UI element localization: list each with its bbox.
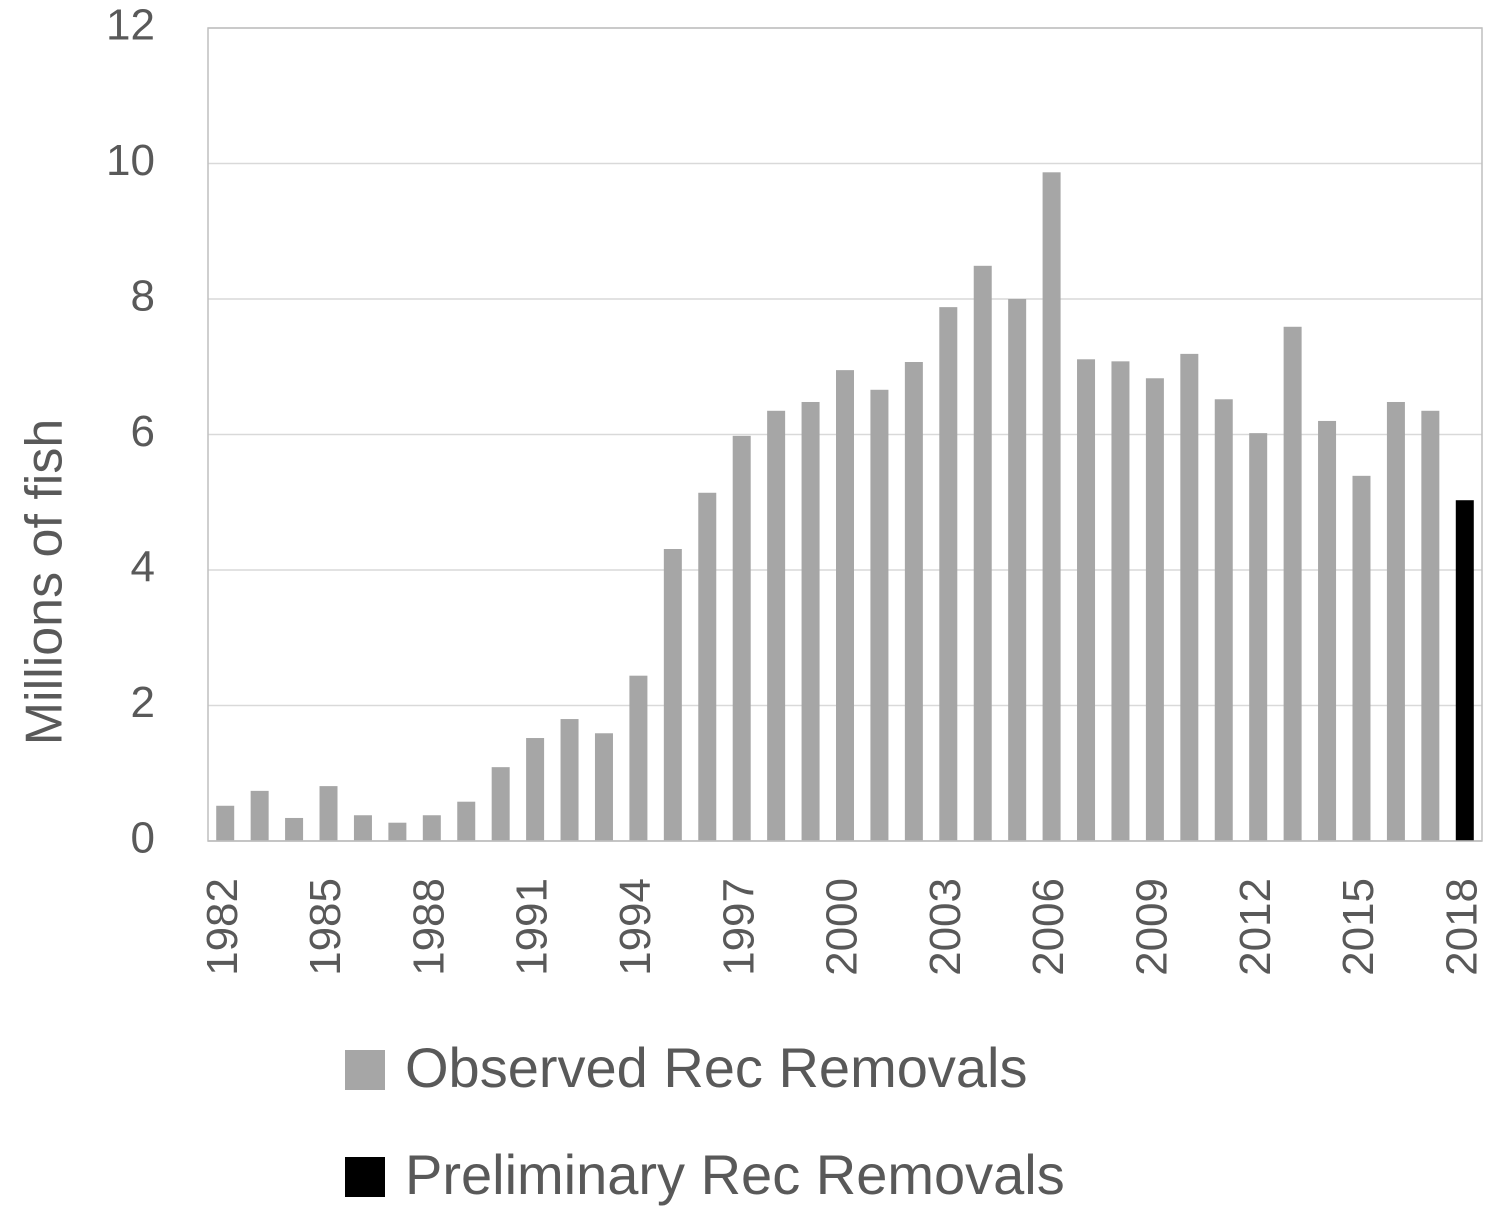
legend-label: Observed Rec Removals (405, 1036, 1027, 1099)
x-tick-label: 1991 (508, 878, 557, 976)
bar (698, 492, 717, 841)
bar (629, 675, 648, 841)
bar (388, 822, 407, 841)
bar (1042, 172, 1061, 841)
bar (1180, 353, 1199, 841)
x-tick-label: 1988 (404, 878, 453, 976)
bar (1455, 500, 1474, 841)
y-tick-label: 0 (131, 814, 155, 863)
legend-swatch (345, 1157, 385, 1197)
bar (422, 815, 441, 841)
y-tick-label: 2 (131, 678, 155, 727)
x-tick-label: 1985 (301, 878, 350, 976)
y-tick-label: 4 (131, 543, 155, 592)
x-tick-label: 2006 (1024, 878, 1073, 976)
bar (1386, 401, 1405, 841)
x-tick-label: 2003 (921, 878, 970, 976)
bar (1352, 475, 1371, 841)
bar (904, 362, 923, 841)
bar (767, 410, 786, 841)
bar (1249, 433, 1268, 841)
bar (526, 738, 545, 841)
bar (216, 805, 235, 841)
legend-label: Preliminary Rec Removals (405, 1143, 1065, 1206)
bar (801, 401, 820, 841)
bar (1077, 359, 1096, 841)
legend-swatch (345, 1050, 385, 1090)
y-tick-label: 8 (131, 272, 155, 321)
x-tick-label: 2018 (1437, 878, 1486, 976)
bar (250, 790, 269, 841)
bar (1145, 378, 1164, 841)
bar (491, 767, 510, 841)
y-tick-label: 6 (131, 407, 155, 456)
bar (870, 389, 889, 841)
bar (836, 370, 854, 841)
x-tick-label: 1997 (714, 878, 763, 976)
bar (1111, 361, 1130, 841)
bar (663, 548, 682, 841)
bar (285, 817, 304, 841)
bar (594, 733, 613, 841)
x-tick-label: 1982 (198, 878, 247, 976)
bar (1318, 420, 1337, 841)
bar (939, 307, 958, 841)
y-tick-label: 10 (106, 136, 155, 185)
x-tick-label: 2015 (1334, 878, 1383, 976)
y-axis-title: Millions of fish (16, 419, 74, 746)
bar (1214, 399, 1233, 841)
x-tick-label: 2000 (818, 878, 867, 976)
y-tick-label: 12 (106, 1, 155, 50)
x-tick-label: 1994 (611, 878, 660, 976)
bar (732, 435, 751, 841)
bar (973, 265, 992, 841)
x-tick-label: 2009 (1128, 878, 1177, 976)
bar (1421, 410, 1440, 841)
bar (353, 815, 372, 841)
bar (1008, 299, 1027, 841)
bar (319, 786, 338, 841)
bar (560, 719, 579, 841)
bar (457, 801, 476, 841)
bar (1283, 326, 1302, 842)
x-tick-label: 2012 (1231, 878, 1280, 976)
